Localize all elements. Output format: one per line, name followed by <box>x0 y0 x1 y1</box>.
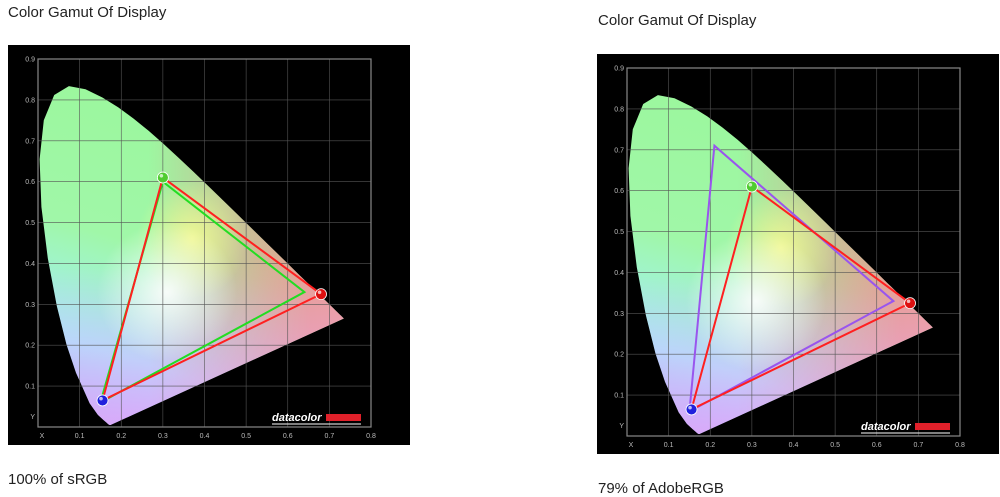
red-primary-marker <box>315 288 327 301</box>
datacolor-logo: datacolor <box>861 421 911 433</box>
y-tick-label: 0.4 <box>25 261 35 268</box>
x-tick-label: 0.6 <box>872 442 882 449</box>
grid <box>627 68 960 436</box>
y-tick-label: Y <box>619 423 624 430</box>
y-tick-label: 0.2 <box>614 352 624 359</box>
y-tick-label: 0.6 <box>614 188 624 195</box>
spectral-locus <box>39 86 344 425</box>
datacolor-logo-bar <box>915 423 950 430</box>
green-primary-marker-highlight <box>159 173 164 178</box>
cie-chart-adobergb: X 0.1 0.2 0.3 0.4 0.5 0.6 0.7 0.8 Y 0.1 0.2 0.3 0.4 0.… <box>614 66 965 450</box>
gamut-result: 100% of sRGB <box>8 471 108 488</box>
x-tick-label: 0.8 <box>366 433 376 440</box>
x-tick-label: 0.4 <box>200 433 210 440</box>
x-tick-label: 0.4 <box>789 442 799 449</box>
cie-chart-srgb: X 0.1 0.2 0.3 0.4 0.5 0.6 0.7 0.8 Y 0.1 0.2 0.3 0.4 0.… <box>25 57 376 441</box>
red-primary-marker-highlight <box>317 290 322 295</box>
x-tick-label: X <box>629 442 634 449</box>
x-tick-label: 0.7 <box>914 442 924 449</box>
y-tick-label: 0.7 <box>614 147 624 154</box>
reference-gamut <box>688 143 896 414</box>
x-tick-label: 0.3 <box>158 433 168 440</box>
x-tick-label: 0.3 <box>747 442 757 449</box>
spectral-locus <box>628 95 933 434</box>
x-tick-label: 0.1 <box>664 442 674 449</box>
y-tick-label: 0.3 <box>614 311 624 318</box>
gamut-result: 79% of AdobeRGB <box>598 480 724 497</box>
measured-gamut <box>100 175 323 403</box>
blue-primary-marker <box>685 403 698 416</box>
y-tick-label: 0.9 <box>25 57 35 64</box>
x-tick-label: 0.2 <box>705 442 715 449</box>
grid <box>38 59 371 427</box>
plot-frame <box>37 58 372 428</box>
y-tick-label: 0.3 <box>25 302 35 309</box>
x-tick-label: 0.1 <box>75 433 85 440</box>
datacolor-logo: datacolor <box>272 412 322 424</box>
y-tick-label: 0.9 <box>614 66 624 73</box>
x-tick-label: X <box>40 433 45 440</box>
y-tick-label: 0.8 <box>25 97 35 104</box>
green-primary-marker-highlight <box>748 182 753 187</box>
x-tick-label: 0.6 <box>283 433 293 440</box>
x-tick-label: 0.7 <box>325 433 335 440</box>
y-tick-label: 0.1 <box>25 384 35 391</box>
y-tick-label: 0.2 <box>25 343 35 350</box>
plot-frame <box>626 67 961 437</box>
blue-primary-marker-highlight <box>688 405 692 410</box>
blue-primary-marker-highlight <box>99 396 103 401</box>
y-tick-label: 0.5 <box>614 229 624 236</box>
chart-area: X 0.1 0.2 0.3 0.4 0.5 0.6 0.7 0.8 Y 0.1 0.2 0.3 0.4 0.… <box>597 54 999 454</box>
x-tick-label: 0.8 <box>955 442 965 449</box>
y-tick-label: 0.6 <box>25 179 35 186</box>
x-tick-label: 0.2 <box>116 433 126 440</box>
y-tick-label: 0.4 <box>614 270 624 277</box>
red-primary-marker <box>904 297 916 310</box>
y-tick-label: Y <box>30 414 35 421</box>
chart-area: X 0.1 0.2 0.3 0.4 0.5 0.6 0.7 0.8 Y 0.1 0.2 0.3 0.4 0.… <box>8 45 410 445</box>
chart-title: Color Gamut Of Display <box>8 4 167 21</box>
green-primary-marker <box>745 180 758 193</box>
x-tick-label: 0.5 <box>241 433 251 440</box>
blue-primary-marker <box>96 394 109 407</box>
x-tick-label: 0.5 <box>830 442 840 449</box>
green-primary-marker <box>156 171 169 184</box>
y-tick-label: 0.7 <box>25 138 35 145</box>
datacolor-logo-bar <box>326 414 361 421</box>
y-tick-label: 0.5 <box>25 220 35 227</box>
red-primary-marker-highlight <box>906 299 911 304</box>
y-tick-label: 0.8 <box>614 106 624 113</box>
y-tick-label: 0.1 <box>614 393 624 400</box>
chart-title: Color Gamut Of Display <box>598 12 757 29</box>
measured-gamut <box>689 184 912 412</box>
